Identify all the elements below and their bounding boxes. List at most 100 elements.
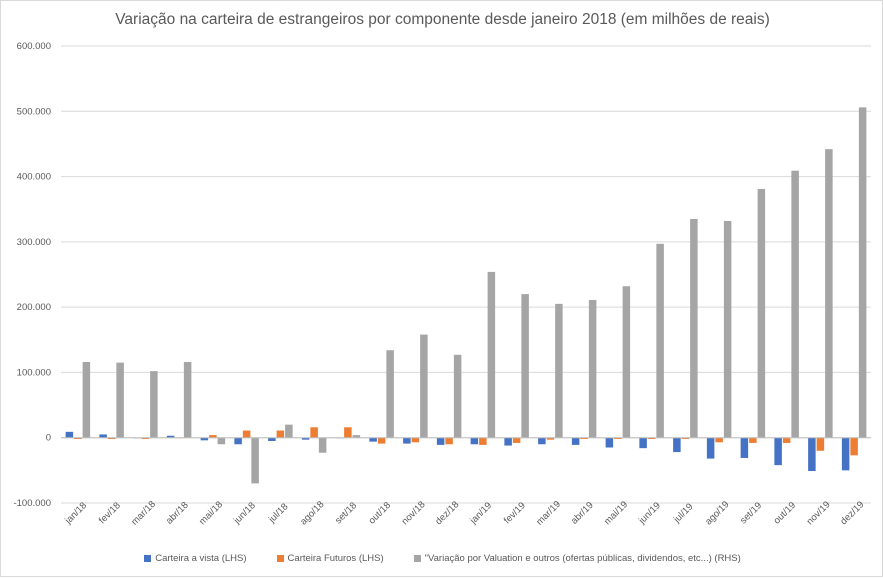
bar-series-3: [217, 437, 226, 445]
x-tick-label: jan/19: [467, 500, 494, 527]
bar-series-2: [816, 437, 825, 451]
bar-series-2: [276, 430, 285, 438]
bar-series-2: [209, 435, 217, 438]
bar-series-3: [420, 334, 428, 438]
bar-series-3: [150, 371, 158, 438]
x-tick-label: jun/18: [231, 500, 258, 527]
y-tick-label: 500.000: [17, 106, 51, 117]
bar-series-1: [774, 437, 782, 466]
bar-series-1: [65, 431, 74, 438]
x-tick-label: jan/18: [62, 500, 89, 527]
x-tick-label: abr/18: [164, 500, 191, 527]
bar-series-3: [352, 435, 361, 438]
legend-item-series-3: "Variação por Valuation e outros (oferta…: [413, 553, 741, 564]
bar-series-3: [183, 361, 192, 438]
bar-series-2: [74, 437, 82, 440]
y-tick-label: 400.000: [17, 172, 51, 183]
x-tick-label: jul/18: [266, 501, 291, 526]
bar-series-3: [555, 303, 563, 438]
chart-title: Variação na carteira de estrangeiros por…: [115, 11, 770, 28]
bar-series-3: [858, 107, 867, 438]
bar-series-2: [512, 437, 521, 443]
y-tick-label: 0: [46, 433, 51, 444]
bar-series-3: [656, 243, 664, 438]
bar-series-1: [639, 437, 647, 449]
bar-series-1: [436, 437, 445, 445]
y-tick-label: 600.000: [17, 41, 51, 52]
bar-series-2: [782, 437, 791, 443]
legend-swatch-series-1: [144, 555, 152, 562]
bar-series-2: [411, 437, 420, 443]
bar-series-3: [386, 350, 394, 438]
legend-swatch-series-2: [276, 555, 284, 562]
bar-series-1: [504, 437, 512, 446]
legend-swatch-series-3: [413, 555, 421, 562]
x-tick-label: set/19: [738, 500, 764, 526]
bar-series-1: [538, 437, 546, 445]
chart-legend: Carteira a vista (LHS) Carteira Futuros …: [1, 553, 883, 564]
bar-series-3: [487, 271, 496, 438]
bar-series-3: [82, 361, 91, 438]
bar-series-1: [841, 437, 850, 471]
bar-series-1: [99, 434, 107, 438]
bar-series-3: [723, 220, 732, 438]
bar-series-2: [647, 437, 656, 440]
bar-series-3: [285, 424, 293, 438]
x-tick-label: jul/19: [671, 501, 696, 526]
x-tick-label: out/18: [367, 500, 393, 526]
x-tick-label: fev/19: [502, 500, 528, 526]
x-tick-label: fev/18: [97, 500, 123, 526]
bar-series-2: [344, 427, 352, 438]
bar-series-1: [808, 437, 816, 472]
bar-series-3: [453, 354, 462, 438]
bar-series-1: [301, 437, 310, 440]
y-tick-label: -100.000: [13, 498, 51, 509]
bar-series-1: [403, 437, 411, 444]
bar-series-3: [251, 437, 259, 484]
bar-series-2: [614, 437, 622, 440]
bar-series-1: [369, 437, 377, 442]
x-tick-label: jun/19: [636, 500, 663, 527]
bar-series-2: [580, 437, 588, 440]
y-tick-label: 200.000: [17, 302, 51, 313]
x-tick-label: abr/19: [569, 500, 596, 527]
bar-series-2: [850, 437, 858, 456]
legend-item-series-2: Carteira Futuros (LHS): [276, 553, 384, 564]
bar-series-2: [479, 437, 487, 445]
x-tick-label: out/19: [772, 500, 798, 526]
legend-label-series-2: Carteira Futuros (LHS): [287, 553, 384, 564]
bar-series-1: [571, 437, 580, 445]
bar-series-2: [681, 437, 690, 440]
bar-series-2: [141, 437, 150, 440]
bar-series-3: [588, 299, 597, 438]
bar-series-2: [445, 437, 453, 445]
bar-series-3: [318, 437, 327, 453]
bar-series-1: [740, 437, 749, 458]
bar-series-1: [166, 435, 175, 438]
y-tick-label: 300.000: [17, 237, 51, 248]
legend-item-series-1: Carteira a vista (LHS): [144, 553, 247, 564]
bar-series-2: [107, 437, 116, 440]
bar-series-1: [673, 437, 681, 453]
bar-series-2: [377, 437, 386, 444]
legend-label-series-1: Carteira a vista (LHS): [155, 553, 247, 564]
bar-series-2: [310, 427, 318, 438]
bar-series-1: [234, 437, 242, 445]
bar-series-1: [268, 437, 276, 441]
bar-series-1: [470, 437, 479, 445]
bar-series-1: [706, 437, 715, 459]
bar-series-2: [715, 437, 723, 443]
bar-series-3: [116, 362, 124, 438]
bar-series-1: [200, 437, 209, 441]
bar-series-3: [622, 286, 631, 438]
bar-series-3: [521, 294, 529, 438]
legend-label-series-3: "Variação por Valuation e outros (oferta…: [424, 553, 741, 564]
bar-series-3: [825, 149, 833, 438]
bar-series-1: [605, 437, 614, 448]
bar-series-3: [757, 188, 766, 438]
bar-series-3: [690, 219, 698, 438]
bar-series-2: [749, 437, 757, 443]
bar-series-2: [242, 430, 251, 438]
